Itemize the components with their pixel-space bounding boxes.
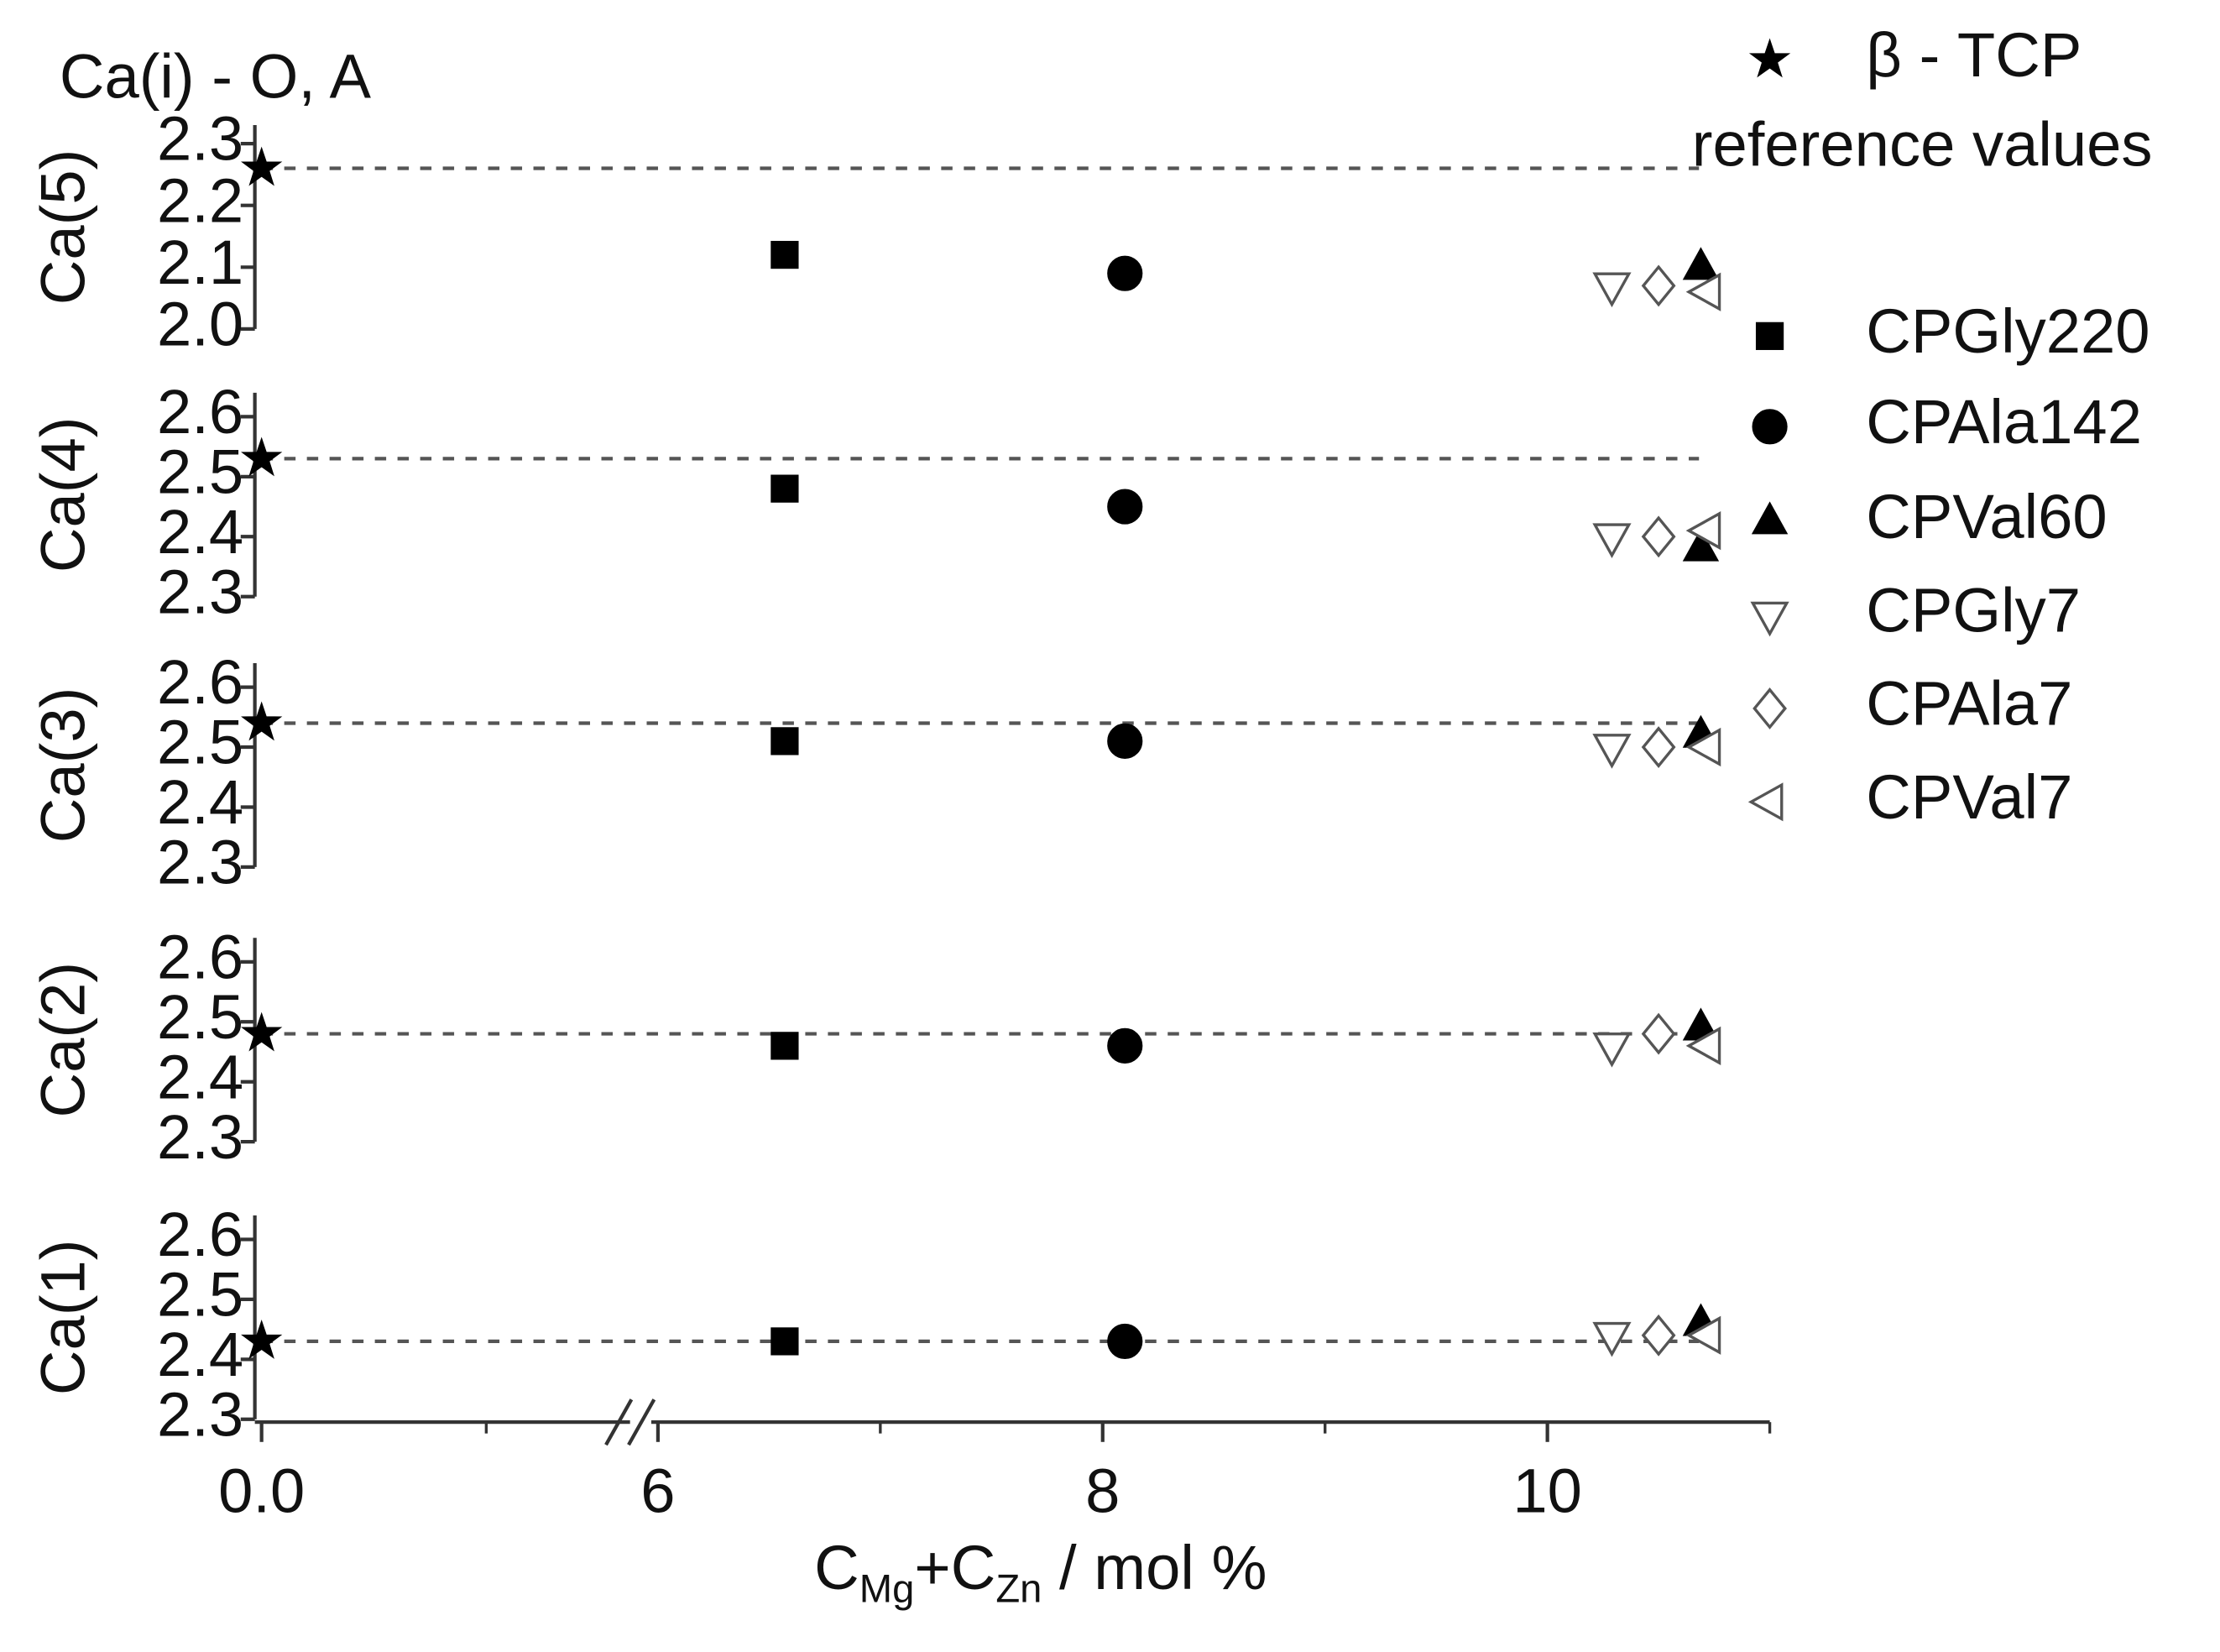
x-tick-label: 10 [1512,1456,1582,1525]
y-tick-label: 2.4 [157,767,243,837]
y-tick-label: 2.6 [157,647,243,717]
y-axis-label: Ca(1) [29,1240,98,1396]
marker [1107,489,1143,525]
marker [770,474,799,503]
x-tick-label: 6 [640,1456,675,1525]
marker [1682,247,1720,280]
marker [241,701,283,741]
y-tick-label: 2.3 [157,828,243,897]
marker [241,146,283,186]
legend-label: CPGly7 [1866,575,2081,645]
legend-label: CPAla142 [1866,387,2142,457]
y-tick-label: 2.6 [157,922,243,991]
legend-marker [1752,687,1787,729]
marker [1592,1032,1632,1068]
legend-marker [1750,601,1789,637]
y-tick-label: 2.5 [157,1260,243,1330]
marker [1641,515,1676,558]
y-tick-label: 2.5 [157,437,243,506]
marker [1641,264,1676,307]
marker [1685,1026,1721,1065]
y-tick-label: 2.1 [157,227,243,297]
y-tick-label: 2.4 [157,1042,243,1111]
y-tick-label: 2.4 [157,1320,243,1389]
y-axis-label: Ca(5) [29,149,98,306]
y-tick-label: 2.4 [157,497,243,567]
y-tick-label: 2.3 [157,1102,243,1172]
marker [1592,272,1632,308]
marker [241,1319,283,1359]
marker [1641,1012,1676,1055]
legend-marker [1747,782,1784,822]
legend-marker [1748,38,1791,78]
marker [1107,255,1143,291]
legend-label: CPAla7 [1866,669,2072,739]
axis-break [604,1398,656,1446]
marker [1685,511,1721,551]
y-tick-label: 2.6 [157,1200,243,1269]
marker [1685,272,1721,311]
marker [770,727,799,755]
y-axis-label: Ca(3) [29,687,98,844]
marker [1641,1314,1676,1357]
x-tick-label: 0.0 [218,1456,305,1525]
y-tick-label: 2.5 [157,708,243,777]
legend-label: CPVal7 [1866,762,2072,832]
y-tick-label: 2.3 [157,557,243,626]
y-tick-label: 2.2 [157,165,243,235]
x-label-part: +C [914,1533,995,1602]
y-axis-label: Ca(2) [29,962,98,1118]
legend-marker [1751,501,1789,535]
x-label-part: Mg [859,1567,915,1612]
y-tick-label: 2.6 [157,377,243,447]
marker [1107,1027,1143,1064]
legend-label: CPVal60 [1866,482,2107,552]
y-tick-label: 2.5 [157,982,243,1052]
x-label-part: C [814,1533,859,1602]
x-tick-label: 8 [1085,1456,1120,1525]
marker [1592,734,1632,769]
marker [1685,727,1721,767]
legend-marker [1752,409,1788,445]
marker [1641,726,1676,768]
y-tick-label: 2.3 [157,1379,243,1449]
legend-marker [1755,322,1784,350]
marker [1107,1323,1143,1360]
marker [1682,528,1720,562]
marker [770,240,799,269]
marker [1592,523,1632,559]
x-label-part: Zn [995,1567,1042,1612]
legend-note: reference values [1692,109,2153,179]
chart-title: Ca(i) - O, A [60,41,372,111]
y-tick-label: 2.0 [157,290,243,359]
marker [770,1032,799,1060]
x-axis-label: CMg+CZn / mol % [814,1533,1267,1612]
marker [1685,1315,1721,1355]
legend-label: β - TCP [1866,20,2082,90]
marker [241,437,283,477]
x-label-part: / mol % [1042,1533,1267,1602]
marker [241,1012,283,1052]
legend-label: CPGly220 [1866,296,2149,366]
y-tick-label: 2.3 [157,104,243,174]
marker [1107,723,1143,759]
marker [770,1327,799,1356]
marker [1592,1321,1632,1357]
y-axis-label: Ca(4) [29,416,98,572]
